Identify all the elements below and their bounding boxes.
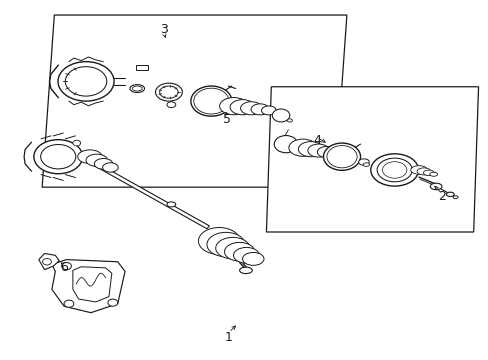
- Text: 1: 1: [224, 330, 232, 343]
- Ellipse shape: [65, 67, 106, 96]
- Circle shape: [274, 135, 297, 153]
- Ellipse shape: [429, 172, 437, 176]
- Ellipse shape: [41, 144, 76, 169]
- Ellipse shape: [94, 158, 113, 169]
- Ellipse shape: [317, 147, 335, 158]
- Polygon shape: [94, 163, 209, 229]
- Ellipse shape: [298, 141, 323, 157]
- Text: 6: 6: [60, 261, 68, 274]
- Circle shape: [73, 140, 81, 146]
- Ellipse shape: [58, 62, 114, 101]
- Text: 3: 3: [160, 23, 168, 36]
- Circle shape: [61, 262, 71, 270]
- Ellipse shape: [219, 98, 247, 115]
- Ellipse shape: [198, 228, 240, 255]
- Polygon shape: [39, 253, 59, 270]
- Polygon shape: [52, 260, 125, 313]
- Ellipse shape: [166, 102, 175, 108]
- Text: 5: 5: [223, 113, 231, 126]
- Ellipse shape: [382, 162, 406, 178]
- Ellipse shape: [102, 163, 118, 172]
- Ellipse shape: [429, 183, 441, 190]
- Ellipse shape: [230, 100, 254, 115]
- Ellipse shape: [423, 170, 433, 176]
- Circle shape: [326, 145, 356, 168]
- Ellipse shape: [376, 158, 411, 182]
- Circle shape: [42, 258, 51, 265]
- Ellipse shape: [78, 150, 102, 163]
- Polygon shape: [136, 64, 148, 69]
- Ellipse shape: [416, 168, 430, 175]
- Ellipse shape: [363, 163, 369, 166]
- Ellipse shape: [446, 192, 453, 197]
- Ellipse shape: [286, 119, 292, 122]
- Ellipse shape: [215, 237, 249, 259]
- Ellipse shape: [155, 83, 182, 101]
- Polygon shape: [266, 87, 478, 232]
- Circle shape: [64, 300, 74, 307]
- Ellipse shape: [452, 196, 457, 199]
- Circle shape: [108, 299, 118, 306]
- Ellipse shape: [307, 144, 329, 157]
- Polygon shape: [42, 15, 346, 187]
- Ellipse shape: [86, 154, 107, 166]
- Ellipse shape: [370, 154, 418, 186]
- Text: 2: 2: [437, 190, 445, 203]
- Ellipse shape: [130, 85, 144, 93]
- Ellipse shape: [240, 102, 262, 115]
- Ellipse shape: [159, 86, 178, 98]
- Ellipse shape: [224, 242, 254, 261]
- Ellipse shape: [358, 159, 368, 165]
- Circle shape: [272, 109, 289, 122]
- Ellipse shape: [132, 86, 142, 91]
- Ellipse shape: [239, 267, 252, 274]
- Ellipse shape: [206, 232, 244, 257]
- Ellipse shape: [250, 104, 268, 115]
- Polygon shape: [73, 267, 112, 302]
- Ellipse shape: [242, 252, 264, 265]
- Text: 4: 4: [313, 134, 321, 147]
- Ellipse shape: [288, 139, 317, 156]
- Circle shape: [323, 143, 360, 170]
- Ellipse shape: [410, 166, 427, 174]
- Ellipse shape: [166, 202, 175, 207]
- Circle shape: [193, 88, 228, 114]
- Ellipse shape: [261, 106, 276, 115]
- Circle shape: [190, 86, 231, 116]
- Ellipse shape: [233, 247, 259, 263]
- Ellipse shape: [34, 140, 82, 174]
